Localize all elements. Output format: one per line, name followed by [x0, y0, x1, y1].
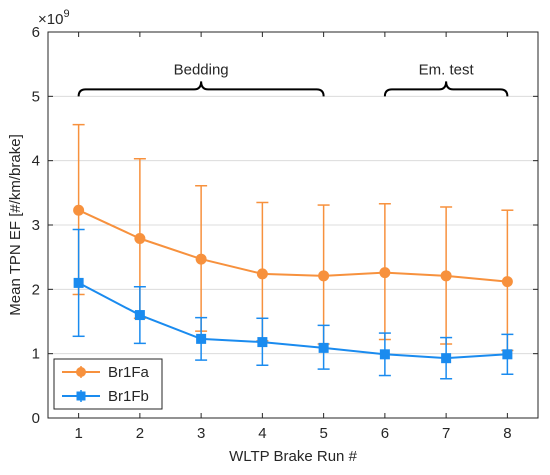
- x-tick-label-4: 4: [258, 425, 266, 442]
- br1fa-point-1: [73, 204, 85, 216]
- legend-br1fb-label: Br1Fb: [108, 388, 149, 405]
- br1fb-line: [78, 282, 508, 360]
- annotation-label-bedding: Bedding: [174, 61, 229, 78]
- y-tick-label-3: 3: [32, 217, 40, 234]
- br1fb-point-8: [502, 349, 513, 360]
- y-axis-label: Mean TPN EF [#/km/brake]: [7, 134, 24, 315]
- x-tick-label-5: 5: [319, 425, 327, 442]
- x-tick-label-8: 8: [503, 425, 511, 442]
- br1fb-point-6: [379, 349, 390, 360]
- br1fb-point-1: [73, 277, 84, 288]
- grid-lines: [48, 95, 538, 355]
- legend-entry-br1fb: Br1Fb: [62, 388, 149, 405]
- series-br1fb: [72, 228, 514, 380]
- br1fa-point-8: [501, 276, 513, 288]
- br1fa-point-5: [318, 270, 330, 282]
- x-tick-label-7: 7: [442, 425, 450, 442]
- x-tick-label-3: 3: [197, 425, 205, 442]
- legend-box: [53, 358, 163, 410]
- br1fb-point-3: [196, 333, 207, 344]
- br1fa-point-3: [195, 253, 207, 265]
- y-tick-label-6: 6: [32, 24, 40, 41]
- br1fb-point-2: [134, 310, 145, 321]
- br1fa-point-7: [440, 270, 452, 282]
- x-tick-label-2: 2: [136, 425, 144, 442]
- br1fa-point-6: [379, 267, 391, 279]
- br1fb-point-7: [441, 353, 452, 364]
- y-axis-exponent-base: ×10: [38, 11, 63, 28]
- x-tick-label-6: 6: [381, 425, 389, 442]
- br1fa-point-4: [256, 268, 268, 280]
- y-tick-label-5: 5: [32, 88, 40, 105]
- br1fa-point-2: [134, 233, 146, 245]
- axes-group: 0 1 2 3 4 5 6 1 2 3 4 5 6 7 8: [32, 24, 538, 442]
- legend: Br1Fa Br1Fb: [53, 358, 163, 410]
- x-axis-label: WLTP Brake Run #: [229, 448, 357, 465]
- x-tick-label-1: 1: [74, 425, 82, 442]
- br1fb-point-5: [318, 342, 329, 353]
- legend-br1fa-marker: [76, 367, 86, 377]
- y-tick-label-0: 0: [32, 410, 40, 427]
- annotation-label-em-test: Em. test: [419, 61, 475, 78]
- y-tick-label-2: 2: [32, 281, 40, 298]
- y-tick-label-4: 4: [32, 153, 40, 170]
- y-axis-exponent-power: 9: [63, 8, 69, 20]
- legend-br1fa-label: Br1Fa: [108, 364, 150, 381]
- br1fb-point-4: [257, 337, 268, 348]
- series-group: [72, 123, 514, 380]
- y-axis-exponent: ×109: [38, 8, 70, 28]
- legend-br1fb-marker: [76, 391, 86, 401]
- legend-entry-br1fa: Br1Fa: [62, 364, 150, 381]
- y-tick-label-1: 1: [32, 346, 40, 363]
- br1fa-line: [78, 209, 508, 283]
